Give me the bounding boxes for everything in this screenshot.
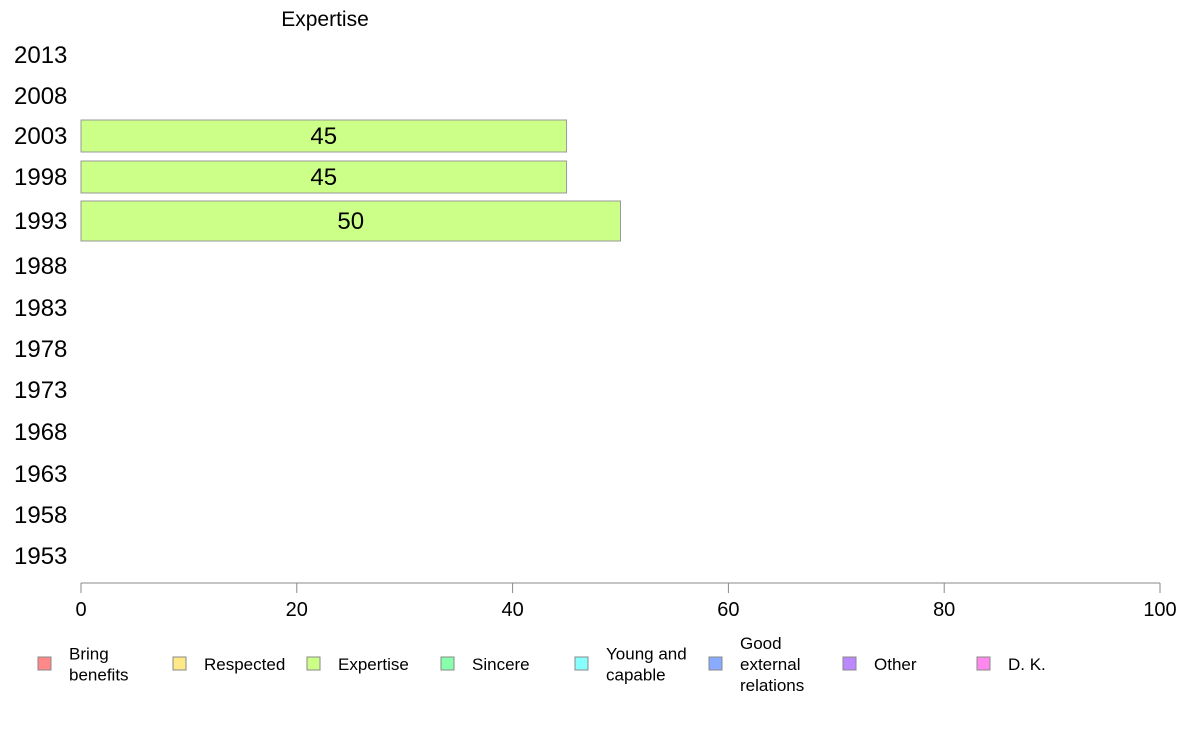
x-axis: 0 20 40 60 80 100 [75, 582, 1177, 621]
y-tick-label: 1988 [14, 253, 67, 280]
legend-item: Respected [172, 655, 285, 674]
data-label: 45 [310, 123, 337, 150]
legend-label: Sincere [472, 655, 530, 674]
legend-swatch [574, 656, 589, 671]
legend-swatch [440, 656, 455, 671]
y-tick-label: 1973 [14, 377, 67, 404]
y-tick-label: 1958 [14, 502, 67, 529]
legend-label: capable [606, 666, 666, 685]
bar [80, 200, 621, 242]
bar [80, 160, 568, 194]
y-tick-label: 2013 [14, 42, 67, 69]
legend-swatch [306, 656, 321, 671]
legend-item: Other [842, 655, 917, 674]
x-tick-label: 80 [933, 599, 955, 621]
y-tick-label: 1968 [14, 419, 67, 446]
x-tick-label: 100 [1143, 599, 1176, 621]
legend-label: Young and [606, 645, 687, 664]
legend-item: Sincere [440, 655, 530, 674]
legend-label: Good [740, 634, 782, 653]
y-tick-label: 1953 [14, 543, 67, 570]
y-tick-label: 1978 [14, 336, 67, 363]
legend-label: D. K. [1008, 655, 1046, 674]
y-tick-label: 2003 [14, 123, 67, 150]
bar [80, 119, 568, 153]
x-tick-label: 40 [501, 599, 523, 621]
y-tick-label: 1963 [14, 461, 67, 488]
legend-label: relations [740, 676, 804, 695]
legend-swatch [976, 656, 991, 671]
legend-item: Expertise [306, 655, 409, 674]
x-tick-label: 20 [286, 599, 308, 621]
legend-item: Young and capable [574, 645, 687, 685]
legend-label: Bring [69, 645, 109, 664]
legend-swatch [842, 656, 857, 671]
y-tick-label: 2008 [14, 83, 67, 110]
x-tick-label: 0 [75, 599, 86, 621]
chart-title: Expertise [281, 8, 369, 31]
legend-label: Respected [204, 655, 285, 674]
legend-item: Bring benefits [37, 645, 129, 685]
x-tick-label: 60 [717, 599, 739, 621]
legend-label: Expertise [338, 655, 409, 674]
legend-swatch [708, 656, 723, 671]
y-tick-label: 1993 [14, 208, 67, 235]
y-axis-ticks: 2013 2008 2003 1998 1993 1988 1983 1978 1973 1968… [14, 42, 67, 570]
data-label: 45 [310, 164, 337, 191]
legend-label: external [740, 655, 800, 674]
legend-swatch [172, 656, 187, 671]
legend-item: D. K. [976, 655, 1046, 674]
legend-item: Good external relations [708, 634, 804, 695]
legend-label: Other [874, 655, 917, 674]
legend-label: benefits [69, 666, 129, 685]
y-tick-label: 1983 [14, 295, 67, 322]
legend: Bring benefits Respected Expertise Sincere Yo… [37, 634, 1046, 695]
legend-swatch [37, 656, 52, 671]
data-label: 50 [337, 208, 364, 235]
y-tick-label: 1998 [14, 164, 67, 191]
